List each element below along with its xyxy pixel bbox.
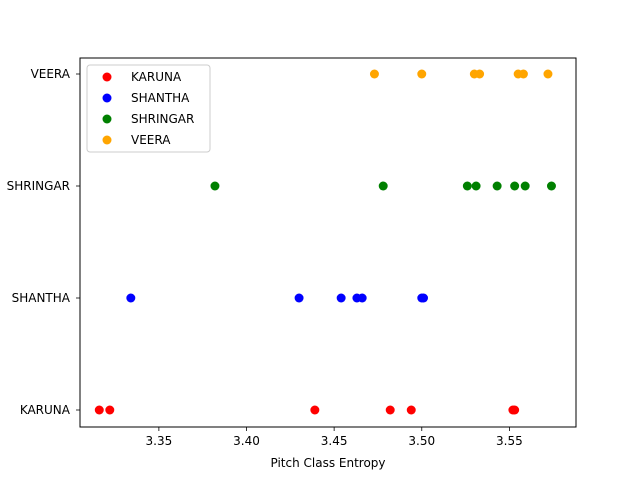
legend-label: SHANTHA	[131, 91, 190, 105]
y-tick-label: VEERA	[31, 67, 71, 81]
legend-marker	[102, 135, 112, 145]
data-point	[520, 181, 530, 191]
legend-label: VEERA	[131, 133, 171, 147]
y-axis: KARUNA SHANTHA SHRINGAR VEERA	[7, 67, 80, 417]
data-point	[417, 69, 427, 79]
data-point	[378, 181, 388, 191]
data-point	[294, 293, 304, 303]
data-point	[518, 69, 528, 79]
y-tick-label: SHANTHA	[12, 291, 71, 305]
data-point	[94, 405, 104, 415]
data-point	[471, 181, 481, 191]
x-tick-label: 3.40	[233, 434, 260, 448]
data-point	[475, 69, 485, 79]
x-axis-label: Pitch Class Entropy	[270, 456, 385, 470]
data-point	[385, 405, 395, 415]
data-point	[126, 293, 136, 303]
x-tick-label: 3.45	[321, 434, 348, 448]
data-point	[406, 405, 416, 415]
x-tick-label: 3.35	[146, 434, 173, 448]
legend-label: KARUNA	[131, 70, 182, 84]
y-tick-label: KARUNA	[20, 403, 71, 417]
data-point	[105, 405, 115, 415]
data-point	[369, 69, 379, 79]
data-point	[546, 181, 556, 191]
data-points	[94, 69, 556, 415]
legend-marker	[102, 72, 112, 82]
data-point	[210, 181, 220, 191]
data-point	[357, 293, 367, 303]
data-point	[510, 405, 520, 415]
x-tick-label: 3.50	[408, 434, 435, 448]
legend: KARUNA SHANTHA SHRINGAR VEERA	[86, 64, 211, 153]
data-point	[492, 181, 502, 191]
data-point	[543, 69, 553, 79]
y-tick-label: SHRINGAR	[7, 179, 70, 193]
data-point	[462, 181, 472, 191]
legend-frame	[86, 64, 211, 153]
data-point	[419, 293, 429, 303]
data-point	[510, 181, 520, 191]
data-point	[310, 405, 320, 415]
legend-marker	[102, 93, 112, 103]
x-tick-label: 3.55	[496, 434, 523, 448]
legend-marker	[102, 114, 112, 124]
legend-label: SHRINGAR	[131, 112, 194, 126]
data-point	[336, 293, 346, 303]
x-axis: 3.35 3.40 3.45 3.50 3.55	[146, 427, 523, 448]
